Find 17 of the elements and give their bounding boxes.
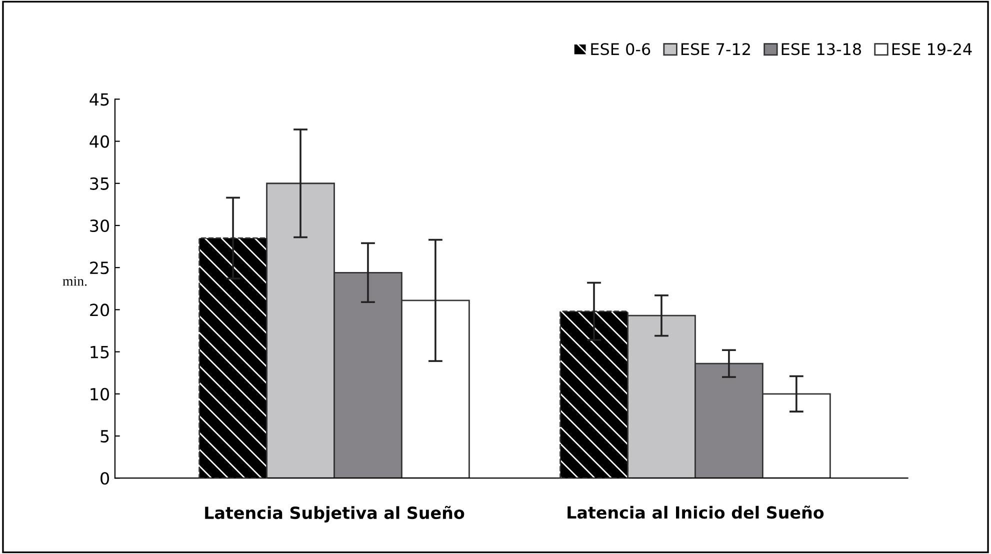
x-tick-label: Latencia al Inicio del Sueño <box>568 506 824 519</box>
y-tick-label: 45 <box>90 93 109 106</box>
legend-label: ESE 0-6 <box>591 43 650 56</box>
y-tick-label: 0 <box>100 472 109 485</box>
legend-label: ESE 13-18 <box>782 43 862 56</box>
x-tick-label: Latencia Subjetiva al Sueño <box>205 506 464 522</box>
y-tick-label: 5 <box>100 430 109 443</box>
y-tick-label: 35 <box>90 177 109 190</box>
y-tick-label: 15 <box>90 346 109 358</box>
y-tick-label: 30 <box>90 219 109 232</box>
y-tick-label: 40 <box>90 135 109 148</box>
y-tick-label: 10 <box>90 388 109 400</box>
legend-label: ESE 7-12 <box>681 43 750 56</box>
legend-label: ESE 19-24 <box>892 43 972 56</box>
y-tick-label: 20 <box>90 304 109 316</box>
y-tick-label: 25 <box>90 262 109 274</box>
y-axis-title: min. <box>62 276 87 286</box>
